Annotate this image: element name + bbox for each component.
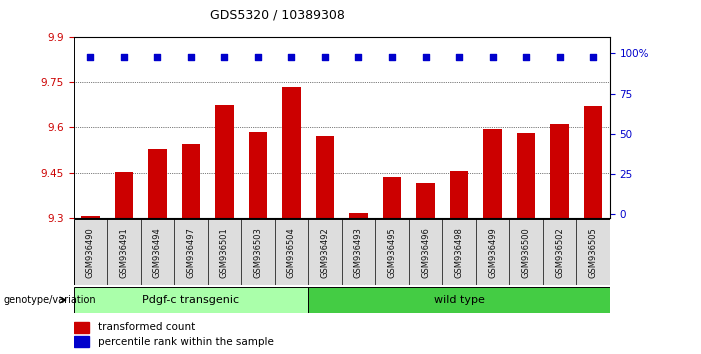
Text: Pdgf-c transgenic: Pdgf-c transgenic xyxy=(142,295,240,305)
Bar xyxy=(383,177,401,218)
Bar xyxy=(283,87,301,218)
Bar xyxy=(349,213,368,218)
Point xyxy=(185,54,196,59)
Bar xyxy=(517,133,536,218)
Point xyxy=(420,54,431,59)
Point xyxy=(554,54,565,59)
Bar xyxy=(450,171,468,218)
Text: GSM936502: GSM936502 xyxy=(555,227,564,278)
Text: GSM936497: GSM936497 xyxy=(186,227,196,278)
Point xyxy=(520,54,531,59)
Bar xyxy=(74,322,88,333)
Text: GSM936498: GSM936498 xyxy=(454,227,463,278)
Text: GSM936490: GSM936490 xyxy=(86,227,95,278)
Point xyxy=(286,54,297,59)
Text: GSM936495: GSM936495 xyxy=(388,227,397,278)
Text: GSM936503: GSM936503 xyxy=(254,227,262,278)
Point xyxy=(454,54,465,59)
Bar xyxy=(182,144,200,218)
Point xyxy=(353,54,364,59)
Text: GSM936494: GSM936494 xyxy=(153,227,162,278)
Text: GSM936500: GSM936500 xyxy=(522,227,531,278)
Text: percentile rank within the sample: percentile rank within the sample xyxy=(97,337,273,347)
Bar xyxy=(550,125,569,218)
Bar xyxy=(74,287,308,313)
Point xyxy=(386,54,397,59)
Text: GSM936492: GSM936492 xyxy=(320,227,329,278)
Text: GDS5320 / 10389308: GDS5320 / 10389308 xyxy=(210,9,345,22)
Bar xyxy=(249,132,267,218)
Bar xyxy=(584,107,602,218)
Bar xyxy=(148,149,167,218)
Text: genotype/variation: genotype/variation xyxy=(4,295,96,305)
Bar xyxy=(416,183,435,218)
Point xyxy=(487,54,498,59)
Bar xyxy=(484,129,502,218)
Point xyxy=(118,54,130,59)
Point xyxy=(152,54,163,59)
Bar xyxy=(315,137,334,218)
Text: GSM936496: GSM936496 xyxy=(421,227,430,278)
Point xyxy=(252,54,264,59)
Text: GSM936504: GSM936504 xyxy=(287,227,296,278)
Point xyxy=(587,54,599,59)
Text: GSM936505: GSM936505 xyxy=(589,227,598,278)
Text: GSM936499: GSM936499 xyxy=(488,227,497,278)
Bar xyxy=(74,336,88,347)
Point xyxy=(85,54,96,59)
Bar xyxy=(115,172,133,218)
Point xyxy=(219,54,230,59)
Bar xyxy=(308,287,610,313)
Bar xyxy=(81,216,100,218)
Text: GSM936491: GSM936491 xyxy=(119,227,128,278)
Point xyxy=(320,54,331,59)
Bar xyxy=(215,105,233,218)
Text: GSM936501: GSM936501 xyxy=(220,227,229,278)
Text: transformed count: transformed count xyxy=(97,322,195,332)
Text: GSM936493: GSM936493 xyxy=(354,227,363,278)
Text: wild type: wild type xyxy=(434,295,484,305)
